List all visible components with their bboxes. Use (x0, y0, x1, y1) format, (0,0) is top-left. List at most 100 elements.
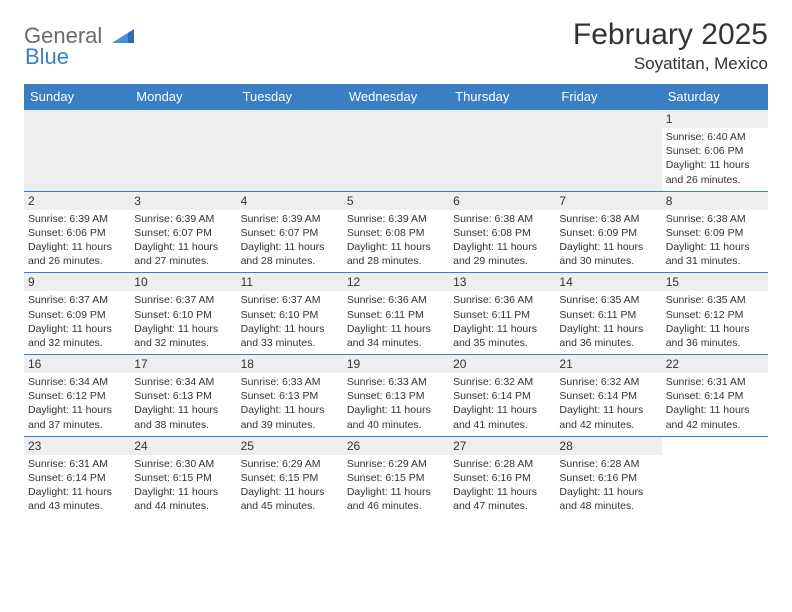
daylight-text: Daylight: 11 hours and 28 minutes. (347, 240, 445, 268)
daylight-text: Daylight: 11 hours and 32 minutes. (28, 322, 126, 350)
day-details: Sunrise: 6:39 AMSunset: 6:08 PMDaylight:… (343, 210, 449, 273)
calendar-cell (343, 110, 449, 192)
daylight-text: Daylight: 11 hours and 42 minutes. (666, 403, 764, 431)
day-details: Sunrise: 6:31 AMSunset: 6:14 PMDaylight:… (24, 455, 130, 518)
sunset-text: Sunset: 6:16 PM (559, 471, 657, 485)
daylight-text: Daylight: 11 hours and 32 minutes. (134, 322, 232, 350)
daylight-text: Daylight: 11 hours and 38 minutes. (134, 403, 232, 431)
sunrise-text: Sunrise: 6:38 AM (666, 212, 764, 226)
day-details: Sunrise: 6:38 AMSunset: 6:09 PMDaylight:… (555, 210, 661, 273)
calendar-cell (555, 110, 661, 192)
day-number: 22 (662, 355, 768, 373)
daylight-text: Daylight: 11 hours and 44 minutes. (134, 485, 232, 513)
day-number: 23 (24, 437, 130, 455)
day-header: Wednesday (343, 84, 449, 110)
day-number: 15 (662, 273, 768, 291)
sunrise-text: Sunrise: 6:36 AM (453, 293, 551, 307)
sunrise-text: Sunrise: 6:29 AM (347, 457, 445, 471)
calendar-cell: 18Sunrise: 6:33 AMSunset: 6:13 PMDayligh… (237, 355, 343, 437)
day-details: Sunrise: 6:37 AMSunset: 6:10 PMDaylight:… (237, 291, 343, 354)
sunset-text: Sunset: 6:11 PM (347, 308, 445, 322)
sunrise-text: Sunrise: 6:33 AM (241, 375, 339, 389)
sunrise-text: Sunrise: 6:40 AM (666, 130, 764, 144)
logo-triangle-icon (112, 24, 134, 47)
sunset-text: Sunset: 6:15 PM (347, 471, 445, 485)
day-number: 12 (343, 273, 449, 291)
day-details: Sunrise: 6:33 AMSunset: 6:13 PMDaylight:… (343, 373, 449, 436)
daylight-text: Daylight: 11 hours and 34 minutes. (347, 322, 445, 350)
calendar-cell: 7Sunrise: 6:38 AMSunset: 6:09 PMDaylight… (555, 191, 661, 273)
calendar-cell: 1Sunrise: 6:40 AMSunset: 6:06 PMDaylight… (662, 110, 768, 192)
daylight-text: Daylight: 11 hours and 37 minutes. (28, 403, 126, 431)
daylight-text: Daylight: 11 hours and 30 minutes. (559, 240, 657, 268)
sunset-text: Sunset: 6:06 PM (666, 144, 764, 158)
sunrise-text: Sunrise: 6:32 AM (453, 375, 551, 389)
sunset-text: Sunset: 6:11 PM (559, 308, 657, 322)
sunset-text: Sunset: 6:09 PM (559, 226, 657, 240)
sunrise-text: Sunrise: 6:35 AM (559, 293, 657, 307)
daylight-text: Daylight: 11 hours and 43 minutes. (28, 485, 126, 513)
day-details: Sunrise: 6:33 AMSunset: 6:13 PMDaylight:… (237, 373, 343, 436)
daylight-text: Daylight: 11 hours and 26 minutes. (666, 158, 764, 186)
sunrise-text: Sunrise: 6:37 AM (241, 293, 339, 307)
calendar-cell: 25Sunrise: 6:29 AMSunset: 6:15 PMDayligh… (237, 436, 343, 517)
month-title: February 2025 (573, 18, 768, 52)
sunrise-text: Sunrise: 6:37 AM (28, 293, 126, 307)
sunrise-text: Sunrise: 6:39 AM (347, 212, 445, 226)
day-details: Sunrise: 6:40 AMSunset: 6:06 PMDaylight:… (662, 128, 768, 191)
day-number: 24 (130, 437, 236, 455)
daylight-text: Daylight: 11 hours and 33 minutes. (241, 322, 339, 350)
calendar-table: Sunday Monday Tuesday Wednesday Thursday… (24, 84, 768, 517)
day-number: 25 (237, 437, 343, 455)
calendar-cell: 3Sunrise: 6:39 AMSunset: 6:07 PMDaylight… (130, 191, 236, 273)
calendar-cell: 26Sunrise: 6:29 AMSunset: 6:15 PMDayligh… (343, 436, 449, 517)
sunrise-text: Sunrise: 6:38 AM (559, 212, 657, 226)
sunset-text: Sunset: 6:14 PM (28, 471, 126, 485)
day-number: 3 (130, 192, 236, 210)
calendar-cell: 23Sunrise: 6:31 AMSunset: 6:14 PMDayligh… (24, 436, 130, 517)
day-number: 18 (237, 355, 343, 373)
sunset-text: Sunset: 6:12 PM (666, 308, 764, 322)
sunrise-text: Sunrise: 6:34 AM (134, 375, 232, 389)
calendar-week-row: 16Sunrise: 6:34 AMSunset: 6:12 PMDayligh… (24, 355, 768, 437)
calendar-cell: 5Sunrise: 6:39 AMSunset: 6:08 PMDaylight… (343, 191, 449, 273)
sunrise-text: Sunrise: 6:31 AM (28, 457, 126, 471)
daylight-text: Daylight: 11 hours and 48 minutes. (559, 485, 657, 513)
calendar-cell: 17Sunrise: 6:34 AMSunset: 6:13 PMDayligh… (130, 355, 236, 437)
sunset-text: Sunset: 6:15 PM (134, 471, 232, 485)
sunrise-text: Sunrise: 6:35 AM (666, 293, 764, 307)
day-number: 11 (237, 273, 343, 291)
sunset-text: Sunset: 6:11 PM (453, 308, 551, 322)
calendar-cell (237, 110, 343, 192)
sunset-text: Sunset: 6:08 PM (453, 226, 551, 240)
day-details: Sunrise: 6:35 AMSunset: 6:11 PMDaylight:… (555, 291, 661, 354)
daylight-text: Daylight: 11 hours and 29 minutes. (453, 240, 551, 268)
day-header: Thursday (449, 84, 555, 110)
day-number: 6 (449, 192, 555, 210)
calendar-cell: 27Sunrise: 6:28 AMSunset: 6:16 PMDayligh… (449, 436, 555, 517)
day-details: Sunrise: 6:37 AMSunset: 6:09 PMDaylight:… (24, 291, 130, 354)
calendar-cell: 12Sunrise: 6:36 AMSunset: 6:11 PMDayligh… (343, 273, 449, 355)
calendar-cell: 13Sunrise: 6:36 AMSunset: 6:11 PMDayligh… (449, 273, 555, 355)
sunset-text: Sunset: 6:15 PM (241, 471, 339, 485)
sunset-text: Sunset: 6:09 PM (28, 308, 126, 322)
calendar-cell: 11Sunrise: 6:37 AMSunset: 6:10 PMDayligh… (237, 273, 343, 355)
sunrise-text: Sunrise: 6:32 AM (559, 375, 657, 389)
sunrise-text: Sunrise: 6:38 AM (453, 212, 551, 226)
day-number: 13 (449, 273, 555, 291)
day-details: Sunrise: 6:32 AMSunset: 6:14 PMDaylight:… (449, 373, 555, 436)
calendar-cell: 6 Sunrise: 6:38 AMSunset: 6:08 PMDaylight… (449, 191, 555, 273)
sunrise-text: Sunrise: 6:34 AM (28, 375, 126, 389)
day-header: Sunday (24, 84, 130, 110)
daylight-text: Daylight: 11 hours and 46 minutes. (347, 485, 445, 513)
calendar-cell: 9Sunrise: 6:37 AMSunset: 6:09 PMDaylight… (24, 273, 130, 355)
sunset-text: Sunset: 6:09 PM (666, 226, 764, 240)
day-details: Sunrise: 6:29 AMSunset: 6:15 PMDaylight:… (343, 455, 449, 518)
sunrise-text: Sunrise: 6:28 AM (559, 457, 657, 471)
daylight-text: Daylight: 11 hours and 28 minutes. (241, 240, 339, 268)
calendar-cell: 21Sunrise: 6:32 AMSunset: 6:14 PMDayligh… (555, 355, 661, 437)
sunset-text: Sunset: 6:12 PM (28, 389, 126, 403)
day-details: Sunrise: 6:39 AMSunset: 6:06 PMDaylight:… (24, 210, 130, 273)
day-number: 28 (555, 437, 661, 455)
day-number: 19 (343, 355, 449, 373)
